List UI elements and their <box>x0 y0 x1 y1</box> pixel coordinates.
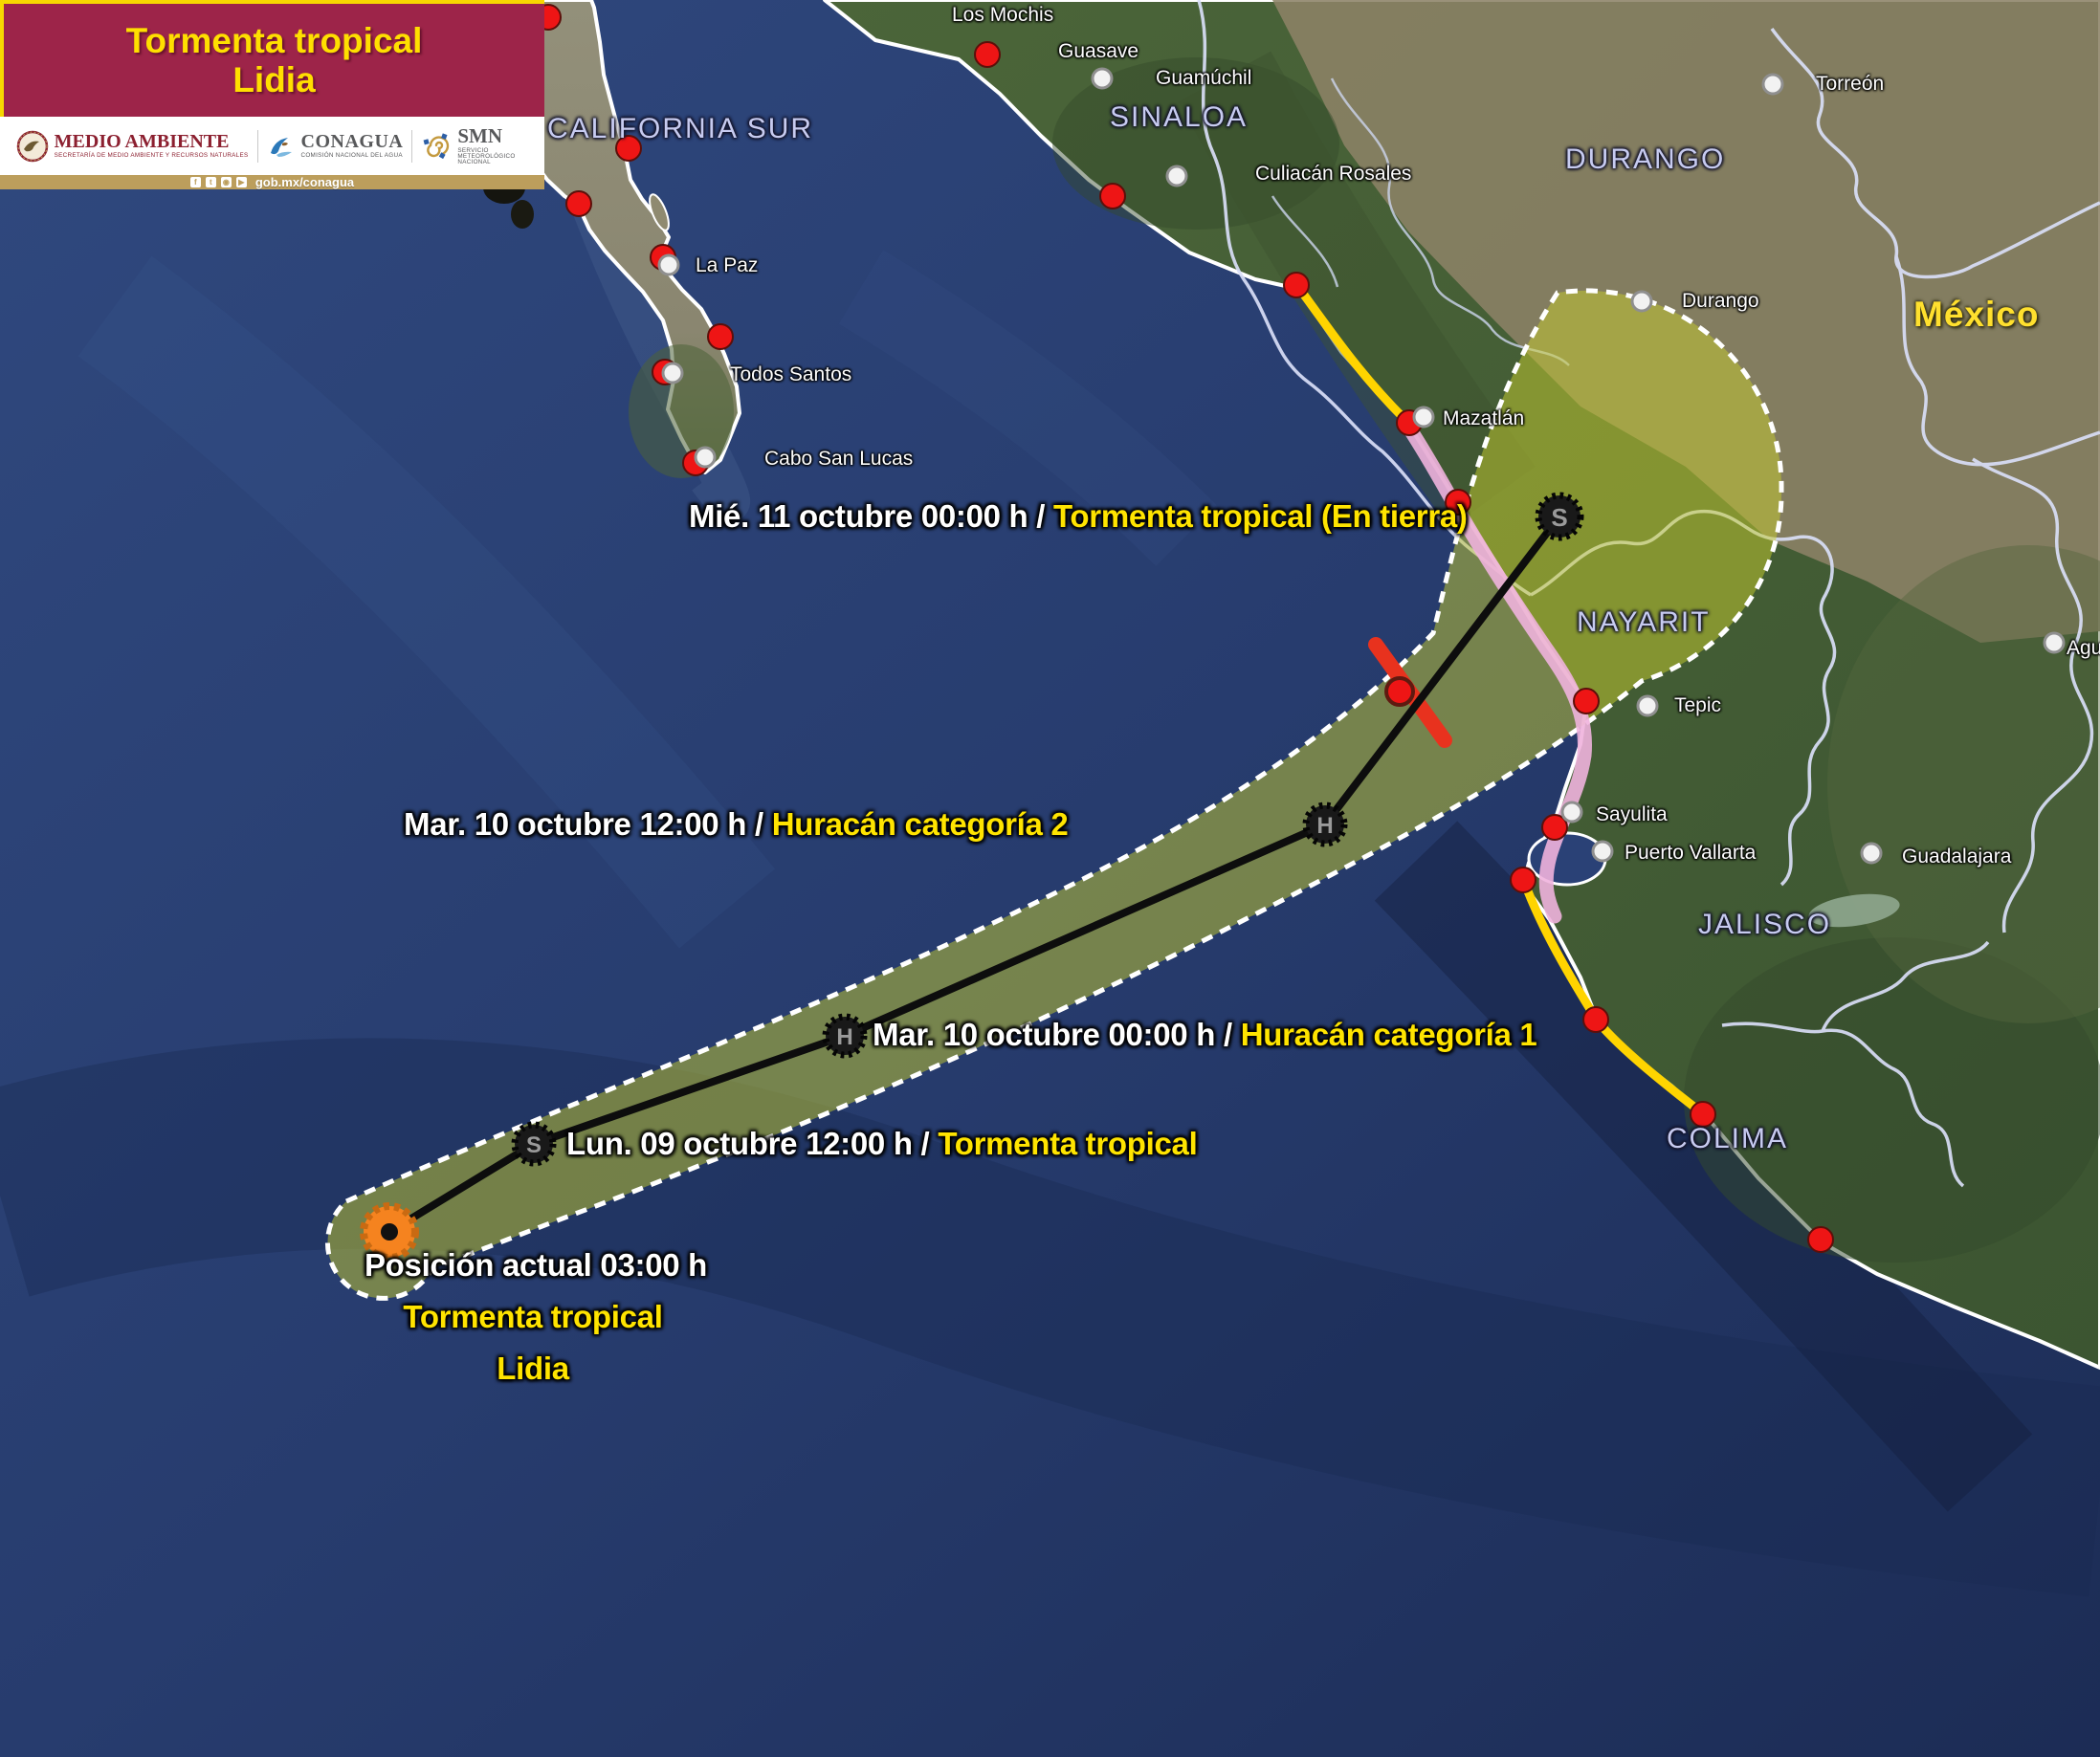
track-label-status: Tormenta tropical (En tierra) <box>1053 498 1468 534</box>
sierra-band <box>1178 51 1536 529</box>
track-label-status: Tormenta tropical <box>938 1126 1198 1161</box>
city-label-torreon: Torreón <box>1816 73 1885 95</box>
city-label-sayulita: Sayulita <box>1596 803 1668 825</box>
track-label-tue-00h: Mar. 10 octubre 00:00 h / Huracán catego… <box>873 1017 1537 1053</box>
lake <box>1808 893 1900 928</box>
marker-letter: S <box>1551 503 1567 532</box>
ocean-ridge-2 <box>838 250 1217 566</box>
youtube-icon: ▶ <box>235 177 247 187</box>
storm-marker-h2 <box>1302 802 1348 847</box>
track-label-date: Mar. 10 octubre 12:00 h / <box>404 806 772 842</box>
city-label-culiacan: Culiacán Rosales <box>1255 163 1412 185</box>
facebook-icon: f <box>189 177 201 187</box>
rivers <box>1271 77 1570 366</box>
city-label-la-paz: La Paz <box>696 254 759 276</box>
current-storm-name-label: Lidia <box>497 1351 569 1386</box>
current-position-center <box>381 1223 398 1241</box>
track-label-tue-12h: Mar. 10 octubre 12:00 h / Huracán catego… <box>404 806 1069 843</box>
track-label-wed-11: Mié. 11 octubre 00:00 h / Tormenta tropi… <box>689 498 1468 535</box>
city-label-mazatlan: Mazatlán <box>1443 407 1525 429</box>
city-label-guamuchil: Guamúchil <box>1156 67 1252 89</box>
agency-logo-bar: MEDIO AMBIENTE SECRETARÍA DE MEDIO AMBIE… <box>0 117 544 175</box>
warning-segment-dot <box>1384 676 1415 707</box>
track-label-status: Huracán categoría 1 <box>1240 1017 1537 1052</box>
country-label-mexico: México <box>1913 295 2040 334</box>
city-label-aguascalientes-partial: Agu <box>2067 637 2100 659</box>
semarnat-seal-icon <box>16 130 48 162</box>
offshore-trench <box>1374 821 2033 1512</box>
city-label-guadalajara: Guadalajara <box>1902 846 2012 868</box>
social-bar: f t ◉ ▶ gob.mx/conagua <box>0 175 544 189</box>
terrain-patch-2 <box>1684 937 2100 1263</box>
agency-subtitle: COMISIÓN NACIONAL DEL AGUA <box>300 152 403 160</box>
agency-subtitle: SERVICIO METEOROLÓGICO NACIONAL <box>457 146 516 166</box>
agency-subtitle: SECRETARÍA DE MEDIO AMBIENTE Y RECURSOS … <box>54 152 249 160</box>
state-label-durango: DURANGO <box>1565 143 1726 175</box>
track-label-mon-12h: Lun. 09 octubre 12:00 h / Tormenta tropi… <box>566 1126 1198 1162</box>
smn-spiral-icon <box>423 133 450 160</box>
city-label-durango: Durango <box>1682 290 1759 312</box>
state-label-sinaloa: SINALOA <box>1110 101 1249 133</box>
track-label-date: Mar. 10 octubre 00:00 h / <box>873 1017 1241 1052</box>
agency-smn: SMN SERVICIO METEOROLÓGICO NACIONAL <box>421 123 528 166</box>
track-label-date: Mié. 11 octubre 00:00 h / <box>689 498 1054 534</box>
current-position-label: Posición actual 03:00 h <box>364 1247 708 1283</box>
city-label-guasave: Guasave <box>1058 40 1139 62</box>
terrain-patch <box>1052 57 1339 230</box>
agency-name: CONAGUA <box>300 131 404 153</box>
forecast-cone <box>324 288 1784 1301</box>
current-status-label: Tormenta tropical <box>403 1299 663 1334</box>
storm-name-title: Lidia <box>232 60 316 99</box>
storm-marker-s-landfall <box>1535 492 1584 541</box>
header-panel: Tormenta tropical Lidia MEDIO AMBIENTE S… <box>0 0 544 189</box>
divider <box>411 129 413 163</box>
state-label-nayarit: NAYARIT <box>1577 606 1711 638</box>
city-label-todos-santos: Todos Santos <box>730 363 852 385</box>
state-label-colima: COLIMA <box>1667 1123 1789 1154</box>
title-banner: Tormenta tropical Lidia <box>0 0 544 117</box>
marker-letter: H <box>1316 813 1333 839</box>
city-label-los-mochis: Los Mochis <box>952 4 1054 26</box>
social-handle: gob.mx/conagua <box>254 175 355 189</box>
state-label-california-sur: CALIFORNIA SUR <box>547 113 814 144</box>
track-label-date: Lun. 09 octubre 12:00 h / <box>566 1126 939 1161</box>
storm-marker-s1 <box>511 1121 557 1167</box>
lagoon-2 <box>511 200 534 229</box>
city-label-tepic: Tepic <box>1674 694 1722 716</box>
instagram-icon: ◉ <box>220 177 232 187</box>
agency-conagua: CONAGUA COMISIÓN NACIONAL DEL AGUA <box>267 132 404 159</box>
storm-markers: S H H S <box>360 492 1584 1262</box>
divider <box>256 129 258 163</box>
agency-name: MEDIO AMBIENTE <box>54 131 230 153</box>
agency-medio-ambiente: MEDIO AMBIENTE SECRETARÍA DE MEDIO AMBIE… <box>16 130 249 163</box>
city-label-cabo-san-lucas: Cabo San Lucas <box>764 448 914 470</box>
track-label-status: Huracán categoría 2 <box>771 806 1069 842</box>
ocean-deep-band <box>0 1038 2100 1597</box>
white-city-dots <box>657 67 2066 865</box>
storm-marker-h1 <box>822 1013 868 1059</box>
marker-letter: H <box>836 1024 852 1050</box>
storm-type-title: Tormenta tropical <box>125 20 423 60</box>
watch-line-north <box>1293 282 1409 424</box>
marker-letter: S <box>526 1132 542 1158</box>
baja-south-green <box>629 344 734 478</box>
agency-name: SMN <box>457 123 503 147</box>
twitter-icon: t <box>205 177 216 187</box>
city-label-puerto-vallarta: Puerto Vallarta <box>1625 842 1757 864</box>
conagua-logo-icon <box>270 138 292 158</box>
ocean-ridge <box>77 255 776 949</box>
state-label-jalisco: JALISCO <box>1698 909 1832 940</box>
island <box>649 193 670 231</box>
